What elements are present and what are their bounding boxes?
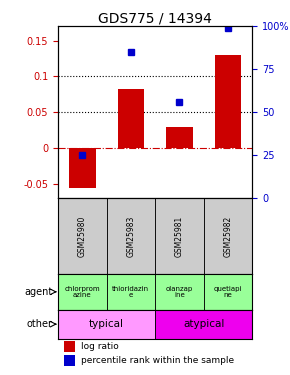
Text: percentile rank within the sample: percentile rank within the sample: [81, 356, 234, 365]
Bar: [58, 310, 155, 339]
Text: GSM25982: GSM25982: [224, 216, 233, 257]
Bar: [106, 198, 155, 274]
Title: GDS775 / 14394: GDS775 / 14394: [98, 11, 212, 25]
Bar: [58, 274, 106, 310]
Bar: [155, 274, 204, 310]
Bar: [204, 274, 252, 310]
Text: GSM25981: GSM25981: [175, 216, 184, 257]
Text: typical: typical: [89, 319, 124, 329]
Text: atypical: atypical: [183, 319, 224, 329]
Text: olanzap
ine: olanzap ine: [166, 286, 193, 298]
Text: thioridazin
e: thioridazin e: [112, 286, 149, 298]
Bar: [155, 198, 204, 274]
Text: quetiapi
ne: quetiapi ne: [214, 286, 242, 298]
Bar: [215, 55, 241, 148]
Text: chlorprom
azine: chlorprom azine: [64, 286, 100, 298]
Bar: [117, 88, 144, 148]
Bar: [166, 127, 193, 148]
Bar: [64, 355, 75, 366]
Text: log ratio: log ratio: [81, 342, 119, 351]
Text: GSM25983: GSM25983: [126, 215, 135, 257]
Text: agent: agent: [24, 287, 52, 297]
Bar: [155, 310, 252, 339]
Text: other: other: [26, 319, 52, 329]
Bar: [58, 198, 106, 274]
Bar: [106, 274, 155, 310]
Bar: [69, 148, 96, 188]
Text: GSM25980: GSM25980: [78, 215, 87, 257]
Bar: [204, 198, 252, 274]
Bar: [64, 340, 75, 352]
